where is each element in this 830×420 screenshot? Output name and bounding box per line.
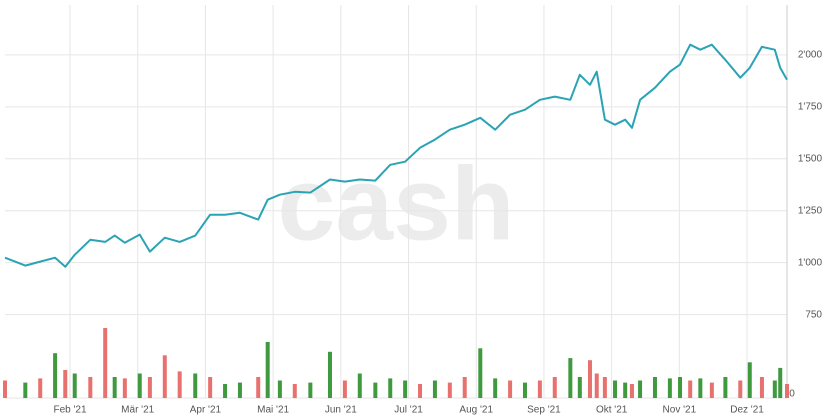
volume-bar bbox=[785, 384, 789, 398]
volume-bar bbox=[759, 377, 764, 398]
volume-bar bbox=[72, 373, 77, 398]
volume-bar bbox=[629, 384, 634, 398]
volume-bar bbox=[747, 362, 752, 398]
y-tick-label: 750 bbox=[805, 309, 822, 320]
volume-bar bbox=[478, 348, 483, 398]
y-tick-label: 1'500 bbox=[798, 153, 823, 164]
y-tick-label: 2'000 bbox=[798, 50, 823, 61]
volume-bar bbox=[23, 382, 28, 398]
volume-bar bbox=[327, 351, 332, 398]
volume-bar bbox=[522, 382, 527, 398]
x-tick-label: Apr '21 bbox=[190, 405, 222, 416]
volume-bar bbox=[147, 377, 152, 398]
volume-bar bbox=[403, 380, 408, 398]
volume-bar bbox=[667, 378, 672, 398]
volume-bar bbox=[388, 378, 393, 398]
volume-bar bbox=[602, 377, 607, 398]
volume-bar bbox=[177, 371, 182, 398]
volume-bar bbox=[577, 377, 582, 398]
volume-bar bbox=[265, 342, 270, 398]
volume-bar bbox=[678, 377, 683, 398]
volume-bar bbox=[587, 360, 592, 398]
volume-bar bbox=[738, 380, 743, 398]
volume-bar bbox=[3, 380, 7, 398]
volume-bar bbox=[623, 382, 628, 398]
x-tick-label: Dez '21 bbox=[730, 405, 764, 416]
volume-bar bbox=[88, 377, 93, 398]
y-tick-label: 1'250 bbox=[798, 205, 823, 216]
volume-bar bbox=[342, 380, 347, 398]
volume-bar bbox=[237, 382, 242, 398]
volume-bar bbox=[638, 380, 643, 398]
x-tick-label: Mai '21 bbox=[257, 405, 289, 416]
volume-bar bbox=[432, 380, 437, 398]
volume-bar bbox=[447, 382, 452, 398]
volume-bar bbox=[493, 378, 498, 398]
volume-bar bbox=[418, 384, 423, 398]
x-tick-label: Okt '21 bbox=[596, 405, 628, 416]
x-tick-label: Jun '21 bbox=[325, 405, 357, 416]
y-tick-label: 1'750 bbox=[798, 101, 823, 112]
volume-bar bbox=[162, 355, 167, 398]
volume-bar bbox=[373, 382, 378, 398]
volume-bar bbox=[723, 377, 728, 398]
volume-bar bbox=[112, 377, 117, 398]
volume-bar bbox=[292, 384, 297, 398]
x-tick-label: Nov '21 bbox=[663, 405, 697, 416]
volume-bar bbox=[256, 377, 261, 398]
volume-bar bbox=[709, 382, 714, 398]
x-tick-label: Feb '21 bbox=[53, 405, 86, 416]
x-tick-label: Mär '21 bbox=[121, 405, 154, 416]
y-tick-label: 1'000 bbox=[798, 257, 823, 268]
volume-bar bbox=[193, 373, 198, 398]
volume-bar bbox=[652, 377, 657, 398]
volume-bar bbox=[122, 378, 127, 398]
x-tick-label: Aug '21 bbox=[459, 405, 493, 416]
price-line bbox=[4, 43, 788, 268]
x-tick-label: Jul '21 bbox=[394, 405, 423, 416]
volume-bar bbox=[308, 382, 313, 398]
volume-bar bbox=[698, 378, 703, 398]
volume-bar bbox=[357, 373, 362, 398]
volume-bar bbox=[208, 377, 213, 398]
volume-bar bbox=[53, 353, 58, 398]
volume-bar bbox=[38, 378, 43, 398]
volume-bar bbox=[778, 367, 783, 398]
volume-bar bbox=[552, 377, 557, 398]
x-tick-label: Sep '21 bbox=[527, 405, 561, 416]
volume-bar bbox=[772, 380, 777, 398]
y2-tick-label: 0 bbox=[789, 389, 795, 400]
volume-bar bbox=[508, 380, 513, 398]
volume-bar bbox=[688, 380, 693, 398]
volume-bar bbox=[223, 384, 228, 398]
volume-bar bbox=[537, 380, 542, 398]
volume-bar bbox=[594, 373, 599, 398]
volume-bar bbox=[103, 328, 108, 398]
volume-bar bbox=[277, 380, 282, 398]
volume-bar bbox=[568, 358, 573, 398]
volume-bar bbox=[63, 370, 68, 398]
volume-bar bbox=[613, 380, 618, 398]
volume-bar bbox=[137, 373, 142, 398]
volume-bar bbox=[462, 377, 467, 398]
watermark: cash bbox=[277, 146, 514, 262]
